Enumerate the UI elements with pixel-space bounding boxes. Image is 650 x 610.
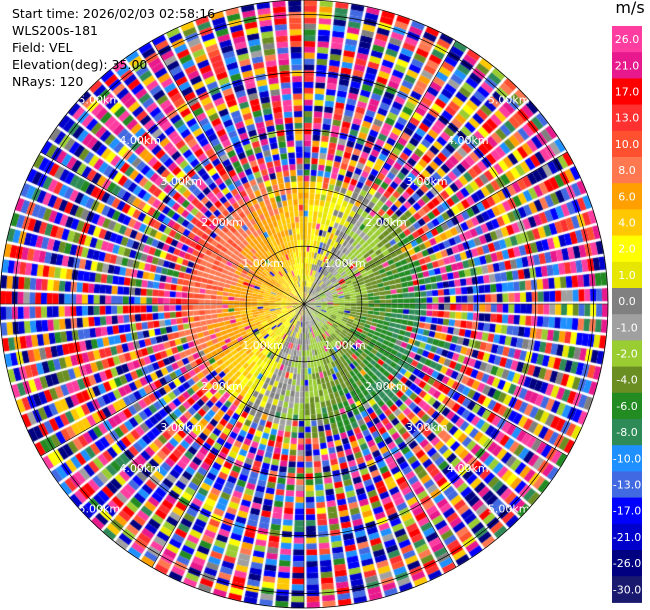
range-ring-label: 4.00km	[447, 462, 489, 475]
colorbar-swatch	[612, 314, 642, 341]
colorbar-tick-label: 17.0	[615, 86, 640, 99]
colorbar-swatch	[612, 235, 642, 263]
colorbar-tick-label: -1.0	[616, 321, 637, 334]
azimuth-spoke	[151, 303, 305, 568]
colorbar-tick-label: -26.0	[613, 557, 641, 570]
azimuth-spoke	[303, 151, 568, 305]
colorbar-tick-label: 6.0	[618, 190, 636, 203]
range-ring-label: 1.00km	[242, 257, 284, 270]
colorbar-tick-label: 13.0	[615, 112, 640, 125]
colorbar-swatch	[612, 419, 642, 446]
colorbar-swatch	[612, 523, 642, 551]
colorbar-swatch	[612, 78, 642, 106]
colorbar-tick-label: 21.0	[615, 59, 640, 72]
colorbar-swatch	[612, 183, 642, 210]
colorbar-tick-label: -30.0	[613, 583, 641, 596]
azimuth-spoke	[40, 303, 305, 457]
colorbar: 26.0 21.0 17.0 13.0 10.0 8.0 6.0 4.0 2.0 1.0 0.0 -1…	[612, 26, 642, 603]
range-ring-label: 5.00km	[488, 503, 530, 516]
instrument-label: WLS200s-181	[12, 23, 98, 38]
range-ring-label: 2.00km	[365, 216, 407, 229]
range-ring-label: 4.00km	[447, 134, 489, 147]
colorbar-swatch	[612, 26, 642, 53]
range-ring-label: 4.00km	[119, 134, 161, 147]
colorbar-swatch	[612, 550, 642, 577]
colorbar-tick-label: 0.0	[618, 295, 636, 308]
colorbar-tick-label: -4.0	[616, 374, 637, 387]
colorbar-tick-label: 4.0	[618, 217, 636, 230]
colorbar-tick-label: -17.0	[613, 505, 641, 518]
azimuth-spoke	[40, 151, 305, 305]
colorbar-swatch	[612, 497, 642, 525]
colorbar-tick-label: -2.0	[616, 348, 637, 361]
start-time-label: Start time: 2026/02/03 02:58:16	[12, 6, 216, 21]
range-ring-label: 5.00km	[78, 503, 120, 516]
elevation-label: Elevation(deg): 35.00	[12, 57, 148, 72]
range-ring-label: 3.00km	[160, 421, 202, 434]
colorbar-tick-label: -13.0	[613, 479, 641, 492]
colorbar-tick-label: -21.0	[613, 531, 641, 544]
range-ring-label: 1.00km	[242, 339, 284, 352]
range-ring-label: 3.00km	[406, 175, 448, 188]
azimuth-spoke	[303, 303, 457, 568]
colorbar-swatch	[612, 445, 642, 472]
colorbar-tick-label: 26.0	[615, 33, 640, 46]
range-ring	[245, 245, 363, 363]
outer-boundary	[0, 0, 609, 609]
range-ring-label: 1.00km	[324, 257, 366, 270]
nrays-label: NRays: 120	[12, 74, 84, 89]
colorbar-tick-label: 10.0	[615, 138, 640, 151]
colorbar-tick-label: 8.0	[618, 164, 636, 177]
colorbar-tick-label: 1.0	[618, 269, 636, 282]
colorbar-tick-label: -8.0	[616, 426, 637, 439]
range-ring-label: 1.00km	[324, 339, 366, 352]
colorbar-swatch	[612, 104, 642, 132]
range-ring-label: 5.00km	[488, 93, 530, 106]
range-ring-label: 2.00km	[201, 380, 243, 393]
colorbar-swatch	[612, 288, 642, 315]
colorbar-swatch	[612, 157, 642, 184]
field-label: Field: VEL	[12, 40, 73, 55]
colorbar-tick-label: 2.0	[618, 243, 636, 256]
azimuth-spoke	[303, 303, 568, 457]
range-ring	[72, 72, 536, 536]
colorbar-swatch	[612, 130, 642, 158]
colorbar-swatch	[612, 261, 642, 289]
range-ring-label: 3.00km	[406, 421, 448, 434]
range-ring-label: 5.00km	[78, 93, 120, 106]
range-ring	[129, 129, 479, 479]
scan-info: Start time: 2026/02/03 02:58:16 WLS200s-…	[12, 5, 215, 90]
colorbar-swatch	[612, 576, 642, 603]
colorbar-swatch	[612, 471, 642, 499]
colorbar-swatch	[612, 392, 642, 420]
colorbar-tick-label: -10.0	[613, 452, 641, 465]
colorbar-swatch	[612, 366, 642, 394]
range-ring-label: 2.00km	[365, 380, 407, 393]
colorbar-swatch	[612, 52, 642, 79]
colorbar-swatch	[612, 340, 642, 368]
colorbar-tick-label: -6.0	[616, 400, 637, 413]
range-ring-label: 4.00km	[119, 462, 161, 475]
azimuth-spoke	[303, 40, 457, 305]
range-ring	[187, 187, 421, 421]
range-ring	[14, 14, 594, 594]
colorbar-swatch	[612, 209, 642, 237]
azimuth-spoke	[151, 40, 305, 305]
range-ring-label: 3.00km	[160, 175, 202, 188]
range-ring-label: 2.00km	[201, 216, 243, 229]
colorbar-unit: m/s	[615, 0, 645, 17]
